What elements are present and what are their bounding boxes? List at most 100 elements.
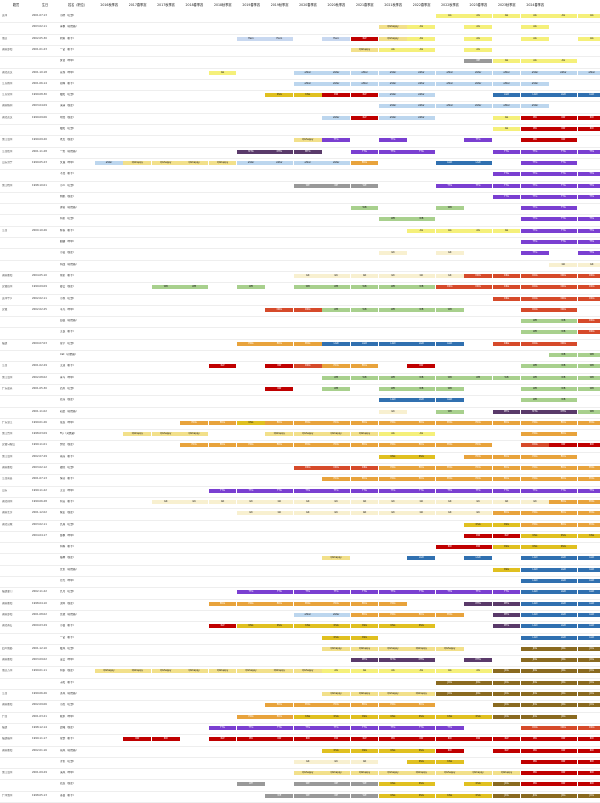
team-cell: MTG xyxy=(379,658,407,663)
row-divider xyxy=(0,508,600,510)
team-cell: eStar xyxy=(322,160,351,165)
team-cell: RW xyxy=(407,737,436,742)
player-birth xyxy=(32,760,58,764)
row-divider xyxy=(0,463,600,464)
team-cell: TTG xyxy=(577,488,600,493)
team-cell: AG xyxy=(208,70,237,75)
team-cell: AG xyxy=(435,669,464,674)
team-cell: EDG xyxy=(521,466,549,470)
team-cell: DRG xyxy=(521,296,549,301)
team-cell: eStar xyxy=(322,81,351,86)
team-cell: JDG xyxy=(549,714,578,719)
team-cell: KSG xyxy=(521,533,549,538)
team-cell: DRG xyxy=(492,296,521,301)
team-cell: LGD xyxy=(435,398,464,403)
player-name: 雨凉（射手） xyxy=(60,454,76,458)
team-cell: EDG xyxy=(379,466,407,470)
row-divider xyxy=(0,237,600,238)
team-cell: RW xyxy=(350,93,379,98)
team-cell: GK xyxy=(435,499,464,504)
team-cell: WB xyxy=(435,409,464,414)
team-cell: EDG xyxy=(577,511,600,516)
team-cell: LGD xyxy=(577,612,600,617)
player-name: 暖阳（打野） xyxy=(60,93,76,97)
team-cell: KSG xyxy=(265,93,294,98)
player-name: 阿泰（游走） xyxy=(60,669,76,673)
player-name: 子阳（射手） xyxy=(60,680,76,684)
team-cell: TTG xyxy=(237,590,265,595)
team-cell: DRG xyxy=(577,319,600,324)
player-name: 九尾（打野） xyxy=(60,522,76,526)
player-name: 月光（中单） xyxy=(60,579,76,582)
player-birth: 1998.03.09 xyxy=(32,432,47,436)
team-cell: KSG xyxy=(379,748,407,753)
player-region: 江西 xyxy=(2,364,8,368)
team-cell: TTG xyxy=(265,488,294,493)
team-cell: KSG xyxy=(407,714,436,719)
player-name: 星宇（打野） xyxy=(60,341,76,345)
team-cell: JDG xyxy=(464,692,493,696)
team-cell: QGhappy xyxy=(435,771,464,776)
team-cell: KSG xyxy=(322,714,351,719)
player-name: Cat（对抗路） xyxy=(60,353,78,356)
team-cell: DRG xyxy=(549,307,578,312)
team-cell: eStar xyxy=(464,104,493,109)
team-cell: EDG xyxy=(208,443,237,448)
player-name: 北凉（游走） xyxy=(60,398,76,402)
team-cell: eStar xyxy=(521,70,549,75)
team-cell: TTG xyxy=(549,240,578,244)
team-cell: WB xyxy=(549,330,578,335)
player-name: 青枫（对抗路） xyxy=(60,25,79,29)
team-cell: AG xyxy=(379,669,407,674)
team-cell: EDG xyxy=(379,612,407,617)
row-divider xyxy=(0,180,600,182)
team-cell: GK xyxy=(293,499,322,504)
team-cell: EDG xyxy=(293,703,322,708)
team-cell: TTG xyxy=(549,149,578,154)
team-cell: GK xyxy=(407,273,436,278)
team-cell: RW xyxy=(549,127,578,131)
team-cell: KSG xyxy=(435,759,464,764)
row-divider xyxy=(0,496,600,498)
team-cell: eStar xyxy=(549,70,578,75)
team-cell: MTG xyxy=(492,624,521,629)
row-divider xyxy=(0,621,600,623)
player-name: 流年（游走） xyxy=(60,601,76,605)
team-cell: WB xyxy=(379,386,407,391)
player-birth xyxy=(32,263,58,267)
team-cell: WB xyxy=(322,307,351,312)
player-region: 广西 xyxy=(2,714,8,718)
team-cell: LGD xyxy=(379,398,407,403)
player-name: 阿梅（射手） xyxy=(60,545,76,549)
player-birth: 1998.12.14 xyxy=(32,725,47,729)
player-name: 初晨（对抗路） xyxy=(60,409,79,413)
player-region xyxy=(2,568,30,572)
team-cell: EDG xyxy=(577,466,600,470)
team-cell: KSG xyxy=(407,748,436,753)
team-cell: KSG xyxy=(464,782,493,787)
team-cell: eStar xyxy=(577,70,600,75)
player-name: 小白（射手） xyxy=(60,624,76,628)
player-birth xyxy=(32,127,58,131)
row-divider xyxy=(0,112,600,114)
team-cell: JDG xyxy=(492,692,521,696)
player-birth: 2003.02.11 xyxy=(32,25,47,29)
team-cell: WB xyxy=(350,375,379,380)
player-name: 清清（游走） xyxy=(60,104,76,108)
team-cell: TTG xyxy=(322,138,351,143)
player-region: 安徽 xyxy=(2,307,8,311)
row-divider xyxy=(0,338,600,340)
team-cell: KSG xyxy=(464,522,493,527)
row-divider xyxy=(0,598,600,600)
player-birth xyxy=(32,330,58,334)
team-cell: RW xyxy=(521,748,549,753)
team-cell: QGhappy xyxy=(123,669,152,674)
player-name: 玖天（游走） xyxy=(60,138,76,142)
team-cell: KSG xyxy=(407,624,436,629)
team-cell: GK xyxy=(237,511,265,516)
team-cell: JDG xyxy=(492,669,521,674)
player-region xyxy=(2,534,30,538)
team-cell: DRG xyxy=(549,341,578,346)
player-birth: 2003.04.09 xyxy=(32,104,47,108)
